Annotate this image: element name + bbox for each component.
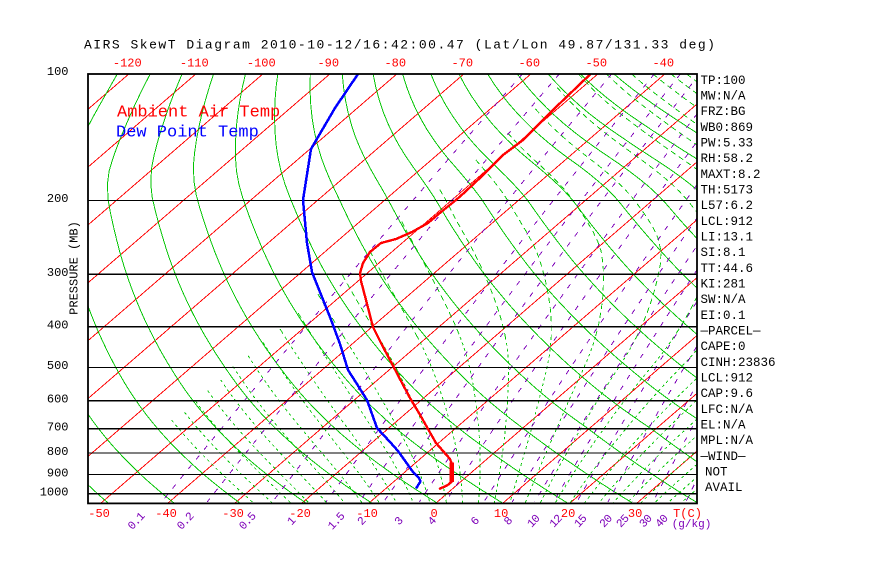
- svg-text:FRZ:BG: FRZ:BG: [701, 105, 746, 119]
- svg-text:MPL:N/A: MPL:N/A: [701, 434, 754, 448]
- svg-text:-30: -30: [222, 507, 244, 521]
- svg-text:CINH:23836: CINH:23836: [701, 356, 776, 370]
- svg-text:—WIND—: —WIND—: [700, 450, 747, 464]
- svg-text:30: 30: [628, 507, 642, 521]
- svg-text:MAXT:8.2: MAXT:8.2: [701, 168, 761, 182]
- svg-text:-40: -40: [155, 507, 177, 521]
- svg-text:-90: -90: [317, 57, 339, 71]
- svg-text:(g/kg): (g/kg): [672, 519, 712, 531]
- svg-text:EI:0.1: EI:0.1: [701, 309, 746, 323]
- svg-text:-20: -20: [289, 507, 311, 521]
- svg-text:AIRS SkewT Diagram 2010-10-12/: AIRS SkewT Diagram 2010-10-12/16:42:00.4…: [84, 38, 717, 53]
- svg-text:LI:13.1: LI:13.1: [701, 231, 754, 245]
- svg-text:PRESSURE (MB): PRESSURE (MB): [68, 221, 82, 315]
- svg-text:-110: -110: [180, 57, 209, 71]
- svg-text:100: 100: [47, 65, 69, 79]
- svg-text:—PARCEL—: —PARCEL—: [700, 325, 762, 339]
- svg-text:20: 20: [561, 507, 575, 521]
- svg-text:TH:5173: TH:5173: [701, 184, 754, 198]
- svg-text:LFC:N/A: LFC:N/A: [701, 403, 754, 417]
- svg-text:SW:N/A: SW:N/A: [701, 293, 747, 307]
- svg-text:LCL:912: LCL:912: [701, 215, 754, 229]
- svg-text:0: 0: [430, 507, 437, 521]
- svg-text:RH:58.2: RH:58.2: [701, 152, 754, 166]
- svg-text:AVAIL: AVAIL: [705, 481, 743, 495]
- svg-text:400: 400: [47, 319, 69, 333]
- svg-text:900: 900: [47, 466, 69, 480]
- svg-text:NOT: NOT: [705, 466, 728, 480]
- svg-text:Dew Point Temp: Dew Point Temp: [116, 123, 259, 142]
- svg-text:600: 600: [47, 393, 69, 407]
- svg-text:-120: -120: [113, 57, 142, 71]
- svg-text:200: 200: [47, 192, 69, 206]
- svg-text:TP:100: TP:100: [701, 74, 746, 88]
- svg-text:800: 800: [47, 445, 69, 459]
- svg-text:-80: -80: [384, 57, 406, 71]
- svg-text:EL:N/A: EL:N/A: [701, 419, 747, 433]
- svg-text:-50: -50: [585, 57, 607, 71]
- svg-text:PW:5.33: PW:5.33: [701, 137, 754, 151]
- svg-text:WB0:869: WB0:869: [701, 121, 754, 135]
- svg-text:-70: -70: [451, 57, 473, 71]
- svg-text:CAP:9.6: CAP:9.6: [701, 387, 754, 401]
- svg-text:1000: 1000: [40, 486, 69, 500]
- svg-text:MW:N/A: MW:N/A: [701, 90, 747, 104]
- svg-text:-10: -10: [356, 507, 378, 521]
- svg-text:CAPE:0: CAPE:0: [701, 340, 746, 354]
- svg-text:10: 10: [494, 507, 508, 521]
- svg-text:700: 700: [47, 421, 69, 435]
- svg-text:300: 300: [47, 266, 69, 280]
- svg-text:-60: -60: [518, 57, 540, 71]
- svg-text:-40: -40: [652, 57, 674, 71]
- svg-text:-50: -50: [88, 507, 110, 521]
- svg-text:500: 500: [47, 359, 69, 373]
- svg-text:SI:8.1: SI:8.1: [701, 246, 746, 260]
- svg-text:L57:6.2: L57:6.2: [701, 199, 754, 213]
- svg-text:LCL:912: LCL:912: [701, 372, 754, 386]
- svg-text:-100: -100: [247, 57, 276, 71]
- svg-text:KI:281: KI:281: [701, 278, 746, 292]
- svg-text:T(C): T(C): [673, 507, 702, 521]
- svg-text:Ambient Air Temp: Ambient Air Temp: [117, 104, 280, 123]
- svg-text:TT:44.6: TT:44.6: [701, 262, 754, 276]
